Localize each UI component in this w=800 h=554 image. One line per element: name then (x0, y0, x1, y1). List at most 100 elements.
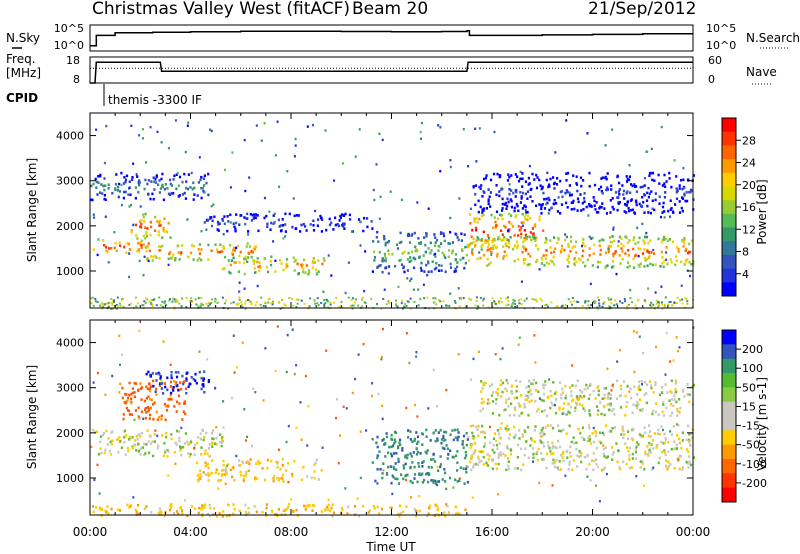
power-pixel (690, 239, 693, 243)
velocity-pixel (569, 386, 572, 389)
velocity-pixel (138, 448, 141, 451)
velocity-pixel (636, 400, 639, 404)
velocity-pixel (432, 458, 435, 461)
velocity-pixel (575, 441, 578, 444)
power-pixel (663, 303, 666, 306)
power-pixel (523, 261, 526, 265)
velocity-pixel (397, 457, 400, 461)
velocity-pixel (532, 452, 535, 456)
power-pixel (256, 257, 259, 260)
velocity-pixel (498, 453, 501, 457)
velocity-pixel (664, 453, 667, 457)
power-pixel (622, 193, 625, 196)
velocity-pixel (491, 412, 494, 415)
velocity-pixel (500, 422, 503, 425)
velocity-pixel (639, 466, 642, 469)
power-pixel (342, 225, 345, 228)
power-pixel (139, 241, 142, 245)
velocity-pixel (473, 463, 476, 467)
velocity-pixel (607, 394, 610, 397)
power-pixel (265, 214, 268, 218)
power-pixel (272, 214, 275, 217)
power-pixel (578, 258, 582, 262)
power-pixel (573, 257, 577, 260)
velocity-pixel (251, 444, 253, 448)
power-pixel (553, 187, 556, 190)
velocity-pixel (628, 457, 631, 461)
velocity-pixel (616, 360, 619, 363)
power-pixel (575, 240, 578, 244)
velocity-pixel (203, 370, 206, 373)
power-pixel (626, 180, 629, 183)
power-pixel (172, 192, 175, 195)
power-pixel (548, 198, 551, 202)
velocity-pixel (543, 392, 546, 396)
power-pixel (470, 242, 473, 245)
velocity-pixel (557, 468, 560, 471)
velocity-pixel (416, 435, 420, 439)
velocity-pixel (604, 446, 608, 449)
power-pixel (516, 204, 519, 208)
velocity-pixel (142, 453, 146, 457)
velocity-pixel (416, 450, 420, 454)
power-pixel (267, 298, 270, 301)
velocity-pixel (488, 384, 491, 388)
power-pixel (658, 202, 661, 205)
power-pixel (425, 232, 428, 236)
power-pixel (638, 236, 641, 240)
velocity-pixel (621, 427, 624, 431)
power-pixel (363, 216, 366, 220)
power-pixel (517, 234, 520, 237)
power-pixel (549, 246, 552, 249)
velocity-pixel (579, 395, 582, 398)
power-pixel (611, 235, 614, 238)
power-pixel (432, 297, 435, 300)
velocity-pixel (596, 413, 599, 416)
velocity-pixel (681, 431, 684, 435)
power-pixel (675, 259, 678, 263)
power-pixel (504, 201, 507, 205)
power-pixel (482, 254, 485, 257)
velocity-pixel (189, 452, 192, 456)
power-pixel (560, 190, 564, 193)
velocity-pixel (321, 446, 324, 449)
power-pixel (454, 267, 457, 271)
velocity-pixel (133, 381, 136, 385)
velocity-pixel (548, 446, 551, 450)
velocity-pixel (208, 514, 212, 518)
velocity-pixel (467, 435, 470, 439)
velocity-pixel (632, 427, 635, 431)
power-pixel (103, 243, 106, 247)
power-pixel (599, 205, 602, 209)
power-pixel (460, 298, 463, 301)
velocity-pixel (410, 455, 413, 458)
velocity-pixel (499, 383, 502, 387)
velocity-pixel (690, 432, 693, 435)
velocity-pixel (526, 425, 530, 429)
power-pixel (250, 255, 253, 259)
power-pixel (654, 291, 657, 294)
velocity-pixel (416, 442, 419, 445)
power-pixel (648, 174, 651, 178)
power-pixel (158, 245, 161, 248)
velocity-pixel (533, 334, 536, 337)
velocity-pixel (421, 443, 424, 446)
velocity-pixel (232, 503, 235, 506)
power-pixel (196, 259, 199, 262)
velocity-pixel (487, 458, 490, 461)
velocity-pixel (437, 480, 441, 483)
power-pixel (272, 222, 275, 225)
power-pixel (661, 307, 664, 310)
power-colorbar-label: Power [dB] (755, 179, 769, 244)
power-pixel (240, 301, 243, 304)
power-pixel (176, 300, 179, 303)
velocity-pixel (558, 406, 561, 409)
velocity-pixel (137, 450, 140, 453)
noise-left-tick-top: 10^5 (54, 22, 84, 35)
velocity-pixel (588, 463, 591, 466)
velocity-pixel (375, 441, 378, 445)
velocity-pixel (643, 468, 646, 471)
velocity-pixel (190, 440, 193, 444)
velocity-pixel (639, 433, 642, 437)
velocity-pixel (125, 393, 128, 396)
